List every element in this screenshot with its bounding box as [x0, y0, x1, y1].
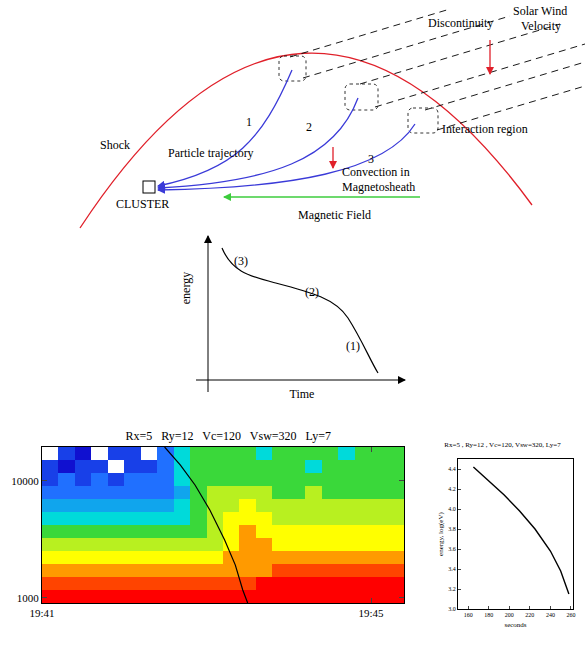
svg-text:3.6: 3.6: [448, 546, 456, 552]
svg-text:3.2: 3.2: [448, 586, 456, 592]
svg-text:1: 1: [246, 115, 252, 129]
svg-text:Rx=5 Ry=12 Vc=120 Vsw=32: Rx=5 Ry=12 Vc=120 Vsw=320 Ly=7: [125, 429, 331, 443]
svg-text:Magnetosheath: Magnetosheath: [342, 180, 415, 194]
svg-text:(1): (1): [346, 339, 360, 353]
svg-text:Time: Time: [290, 387, 315, 401]
svg-text:Discontinuity: Discontinuity: [428, 16, 493, 30]
svg-text:seconds: seconds: [504, 621, 526, 629]
svg-text:2: 2: [306, 120, 312, 134]
svg-text:energy: energy: [179, 272, 193, 304]
svg-text:(2): (2): [305, 285, 319, 299]
svg-text:4.4: 4.4: [448, 466, 456, 472]
svg-text:(3): (3): [234, 254, 248, 268]
svg-text:19:45: 19:45: [359, 607, 385, 619]
svg-text:200: 200: [505, 612, 514, 618]
svg-text:Solar Wind: Solar Wind: [513, 4, 567, 18]
svg-text:180: 180: [484, 612, 493, 618]
svg-text:Particle trajectory: Particle trajectory: [168, 146, 254, 160]
svg-text:4.0: 4.0: [448, 506, 456, 512]
svg-text:1000: 1000: [17, 592, 40, 604]
svg-text:3.4: 3.4: [448, 566, 456, 572]
svg-text:Velocity: Velocity: [521, 19, 561, 33]
svg-text:4.2: 4.2: [448, 486, 456, 492]
svg-text:10000: 10000: [11, 475, 39, 487]
svg-text:Magnetic Field: Magnetic Field: [298, 208, 371, 222]
svg-text:Convection in: Convection in: [342, 165, 410, 179]
svg-text:Rx=5 , Ry=12 , Vc=120, Vsw=320: Rx=5 , Ry=12 , Vc=120, Vsw=320, Ly=7: [444, 441, 561, 449]
svg-text:240: 240: [546, 612, 555, 618]
svg-text:160: 160: [464, 612, 473, 618]
svg-text:energy, log(eV): energy, log(eV): [437, 511, 445, 555]
svg-text:220: 220: [525, 612, 534, 618]
svg-text:CLUSTER: CLUSTER: [116, 197, 169, 211]
svg-text:3.8: 3.8: [448, 526, 456, 532]
svg-text:260: 260: [566, 612, 575, 618]
svg-text:Shock: Shock: [100, 138, 130, 152]
svg-text:3.0: 3.0: [448, 606, 456, 612]
svg-text:Interaction region: Interaction region: [442, 122, 528, 136]
svg-text:3: 3: [368, 152, 374, 166]
svg-text:19:41: 19:41: [29, 607, 54, 619]
